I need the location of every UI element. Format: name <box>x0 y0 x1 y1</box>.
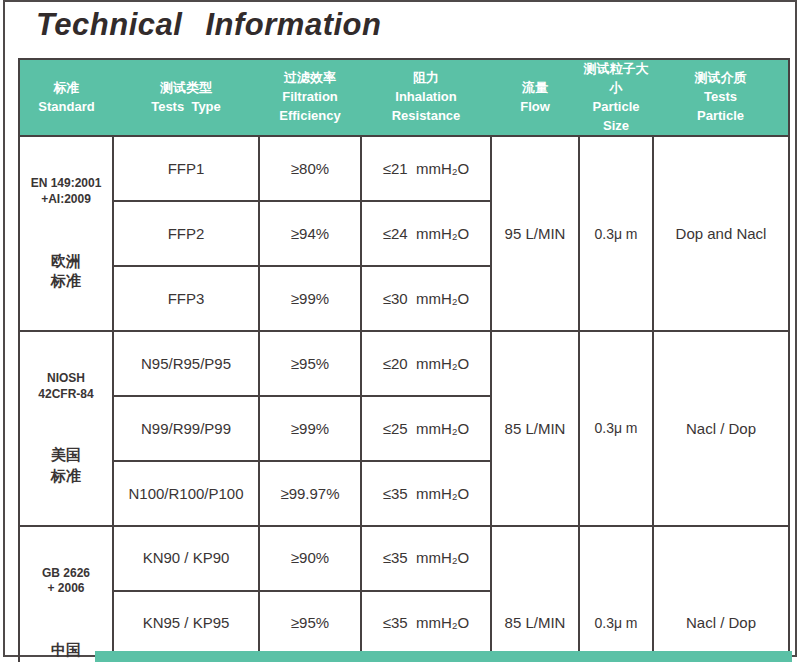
header-standard: 标准 Standard <box>19 59 113 136</box>
efficiency-cell: ≥95% <box>259 331 361 396</box>
particle-size-cell: 0.3μ m <box>579 136 653 331</box>
test-type-cell: KN90 / KP90 <box>113 526 259 591</box>
bottom-accent-bar <box>95 651 792 662</box>
standard-cell: EN 149:2001 +AI:2009 欧洲 标准 <box>19 136 113 331</box>
standard-name-cn: 欧洲 标准 <box>20 251 112 292</box>
efficiency-cell: ≥80% <box>259 136 361 201</box>
test-particle-cell: Nacl / Dop <box>653 331 789 526</box>
block-en149: EN 149:2001 +AI:2009 欧洲 标准 FFP1 ≥80% ≤21… <box>19 136 789 331</box>
table-row: EN 149:2001 +AI:2009 欧洲 标准 FFP1 ≥80% ≤21… <box>19 136 789 201</box>
efficiency-cell: ≥95% <box>259 591 361 656</box>
resistance-cell: ≤25 mmH₂O <box>361 396 491 461</box>
standard-code: EN 149:2001 +AI:2009 <box>20 176 112 207</box>
efficiency-cell: ≥99% <box>259 396 361 461</box>
header-inhalation-resistance: 阻力 Inhalation Resistance <box>361 59 491 136</box>
header-row: 标准 Standard 测试类型 Tests Type 过滤效率 Filtrat… <box>19 59 789 136</box>
header-tests-type: 测试类型 Tests Type <box>113 59 259 136</box>
particle-size-cell: 0.3μ m <box>579 331 653 526</box>
efficiency-cell: ≥99% <box>259 266 361 331</box>
resistance-cell: ≤35 mmH₂O <box>361 526 491 591</box>
test-type-cell: N100/R100/P100 <box>113 461 259 526</box>
test-type-cell: N95/R95/P95 <box>113 331 259 396</box>
standard-cell: NIOSH 42CFR-84 美国 标准 <box>19 331 113 526</box>
standard-code: GB 2626 + 2006 <box>20 566 112 597</box>
standard-code: NIOSH 42CFR-84 <box>20 371 112 402</box>
test-type-cell: FFP1 <box>113 136 259 201</box>
block-niosh: NIOSH 42CFR-84 美国 标准 N95/R95/P95 ≥95% ≤2… <box>19 331 789 526</box>
technical-information-table: 标准 Standard 测试类型 Tests Type 过滤效率 Filtrat… <box>18 58 790 662</box>
resistance-cell: ≤20 mmH₂O <box>361 331 491 396</box>
efficiency-cell: ≥94% <box>259 201 361 266</box>
table-row: NIOSH 42CFR-84 美国 标准 N95/R95/P95 ≥95% ≤2… <box>19 331 789 396</box>
test-type-cell: FFP3 <box>113 266 259 331</box>
test-particle-cell: Dop and Nacl <box>653 136 789 331</box>
test-type-cell: FFP2 <box>113 201 259 266</box>
test-type-cell: KN95 / KP95 <box>113 591 259 656</box>
flow-cell: 85 L/MIN <box>491 526 579 662</box>
flow-cell: 85 L/MIN <box>491 331 579 526</box>
efficiency-cell: ≥90% <box>259 526 361 591</box>
resistance-cell: ≤21 mmH₂O <box>361 136 491 201</box>
header-tests-particle: 测试介质 Tests Particle <box>653 59 789 136</box>
test-particle-cell: Nacl / Dop <box>653 526 789 662</box>
resistance-cell: ≤30 mmH₂O <box>361 266 491 331</box>
test-type-cell: N99/R99/P99 <box>113 396 259 461</box>
header-particle-size: 测试粒子大小 Particle Size <box>579 59 653 136</box>
block-gb2626: GB 2626 + 2006 中国 标准 KN90 / KP90 ≥90% ≤3… <box>19 526 789 662</box>
standard-name-cn: 美国 标准 <box>20 445 112 486</box>
flow-cell: 95 L/MIN <box>491 136 579 331</box>
standard-cell: GB 2626 + 2006 中国 标准 <box>19 526 113 662</box>
efficiency-cell: ≥99.97% <box>259 461 361 526</box>
table-row: GB 2626 + 2006 中国 标准 KN90 / KP90 ≥90% ≤3… <box>19 526 789 591</box>
header-filtration-efficiency: 过滤效率 Filtration Efficiency <box>259 59 361 136</box>
page-title: Technical Information <box>36 7 381 43</box>
resistance-cell: ≤24 mmH₂O <box>361 201 491 266</box>
particle-size-cell: 0.3μ m <box>579 526 653 662</box>
resistance-cell: ≤35 mmH₂O <box>361 591 491 656</box>
header-flow: 流量 Flow <box>491 59 579 136</box>
resistance-cell: ≤35 mmH₂O <box>361 461 491 526</box>
